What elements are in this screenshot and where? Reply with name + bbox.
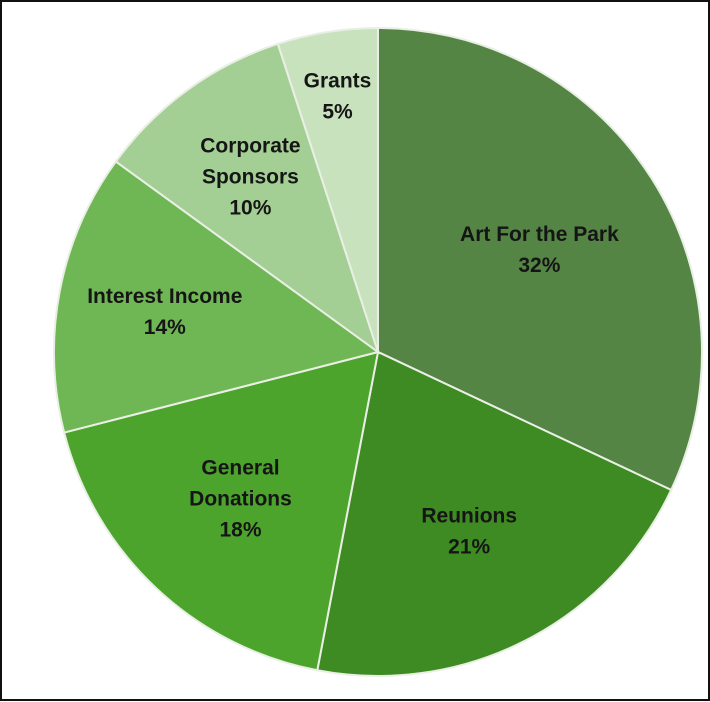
slice-label-art-for-the-park: Art For the Park 32% bbox=[460, 223, 619, 277]
slice-name-label: Sponsors bbox=[202, 165, 299, 188]
slice-label-grants: Grants 5% bbox=[304, 70, 372, 124]
pie-slice-interest-income bbox=[53, 160, 381, 434]
slice-percent-label: 5% bbox=[322, 101, 353, 124]
slice-label-corporate-sponsors: Corporate Sponsors 10% bbox=[200, 134, 300, 219]
pie-slice-grants bbox=[276, 26, 379, 353]
pie-slices bbox=[53, 26, 703, 677]
slice-name-label: Grants bbox=[304, 70, 372, 93]
pie-slice-art-for-the-park bbox=[377, 26, 703, 492]
slice-percent-label: 21% bbox=[448, 536, 490, 559]
slice-percent-label: 18% bbox=[219, 518, 261, 541]
slice-label-reunions: Reunions 21% bbox=[421, 505, 517, 559]
slice-percent-label: 14% bbox=[144, 316, 186, 339]
slice-label-interest-income: Interest Income 14% bbox=[87, 285, 242, 339]
pie-labels: Art For the Park 32% Reunions 21% General Don… bbox=[87, 70, 619, 559]
slice-name-label: Interest Income bbox=[87, 285, 242, 308]
pie-slice-reunions bbox=[316, 350, 673, 677]
slice-name-label: General bbox=[201, 456, 279, 479]
slice-label-general-donations: General Donations 18% bbox=[189, 456, 292, 541]
pie-slice-general-donations bbox=[62, 350, 380, 672]
pie-slice-corporate-sponsors bbox=[114, 42, 380, 355]
slice-percent-label: 32% bbox=[518, 254, 560, 277]
slice-name-label: Art For the Park bbox=[460, 223, 619, 246]
slice-name-label: Reunions bbox=[421, 505, 517, 528]
slice-percent-label: 10% bbox=[229, 196, 271, 219]
slice-name-label: Donations bbox=[189, 487, 292, 510]
slice-name-label: Corporate bbox=[200, 134, 300, 157]
